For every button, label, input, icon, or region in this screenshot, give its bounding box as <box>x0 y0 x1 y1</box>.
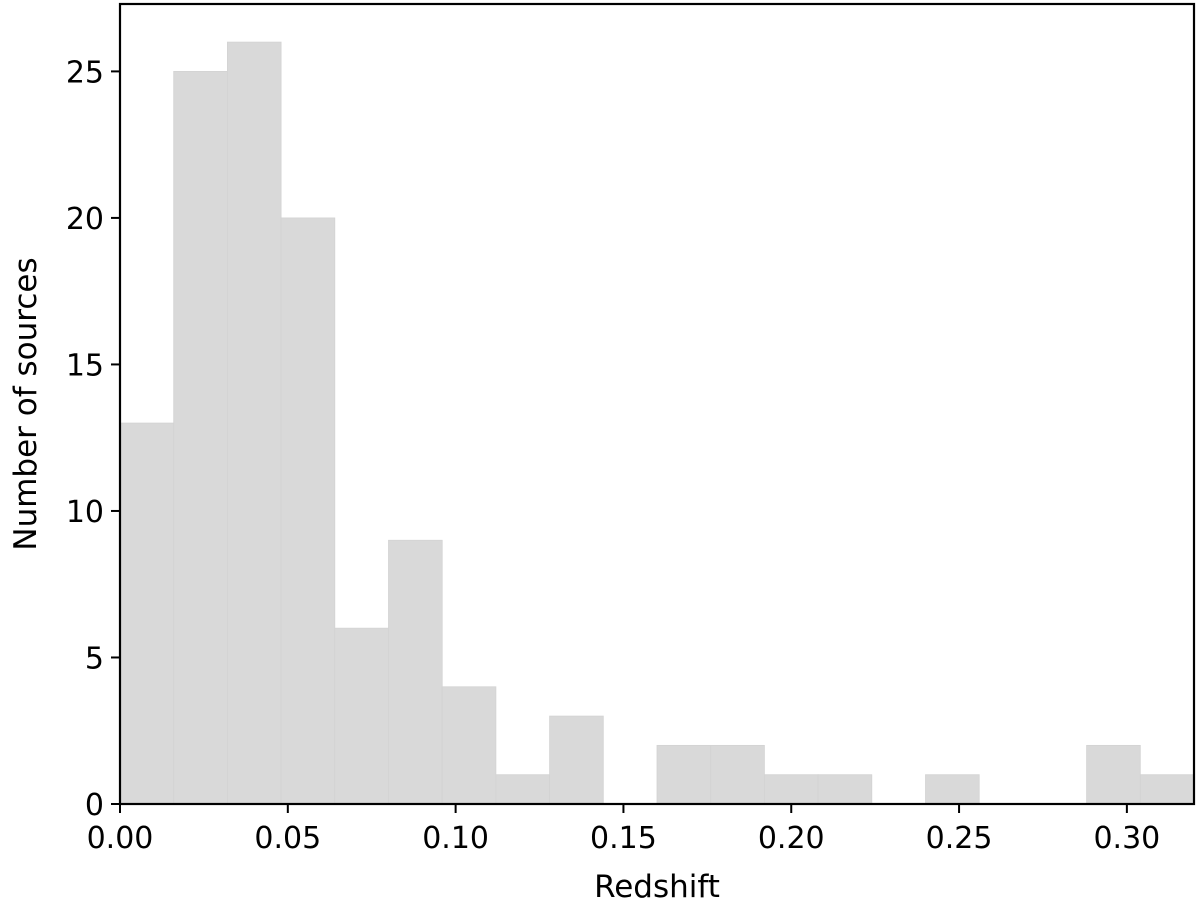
y-tick-label: 25 <box>66 55 104 90</box>
x-tick-label: 0.00 <box>87 821 154 856</box>
y-tick-label: 10 <box>66 495 104 530</box>
histogram-bar <box>1139 774 1195 805</box>
histogram-bar <box>495 774 550 805</box>
histogram-bar <box>334 627 389 805</box>
x-axis-ticks: 0.00 0.05 0.10 0.15 0.20 0.25 0.30 <box>87 804 1160 856</box>
y-tick-label: 20 <box>66 202 104 237</box>
histogram-bars <box>119 41 1195 805</box>
x-tick-label: 0.05 <box>254 821 321 856</box>
histogram-bar <box>441 686 497 805</box>
y-tick-label: 15 <box>66 348 104 383</box>
histogram-bar <box>388 539 443 805</box>
histogram-bar <box>656 744 712 805</box>
x-tick-label: 0.15 <box>590 821 657 856</box>
histogram-bar <box>549 715 604 805</box>
x-tick-label: 0.20 <box>758 821 825 856</box>
histogram-bar <box>925 774 980 805</box>
x-tick-label: 0.10 <box>422 821 489 856</box>
x-tick-label: 0.30 <box>1093 821 1160 856</box>
histogram-bar <box>226 41 282 805</box>
y-tick-label: 0 <box>85 788 104 823</box>
y-tick-label: 5 <box>85 641 104 676</box>
histogram-bar <box>119 422 175 805</box>
y-axis-ticks: 0 5 10 15 20 25 <box>66 55 120 823</box>
histogram-bar <box>710 744 765 805</box>
histogram-bar <box>280 217 336 805</box>
plot-frame <box>118 2 1196 806</box>
histogram-bar <box>1086 744 1141 805</box>
histogram-bar <box>173 70 228 805</box>
x-tick-label: 0.25 <box>926 821 993 856</box>
histogram-bar <box>817 774 873 805</box>
x-axis-label: Redshift <box>594 869 720 905</box>
y-axis-label: Number of sources <box>8 257 44 550</box>
histogram-bar <box>764 774 819 805</box>
